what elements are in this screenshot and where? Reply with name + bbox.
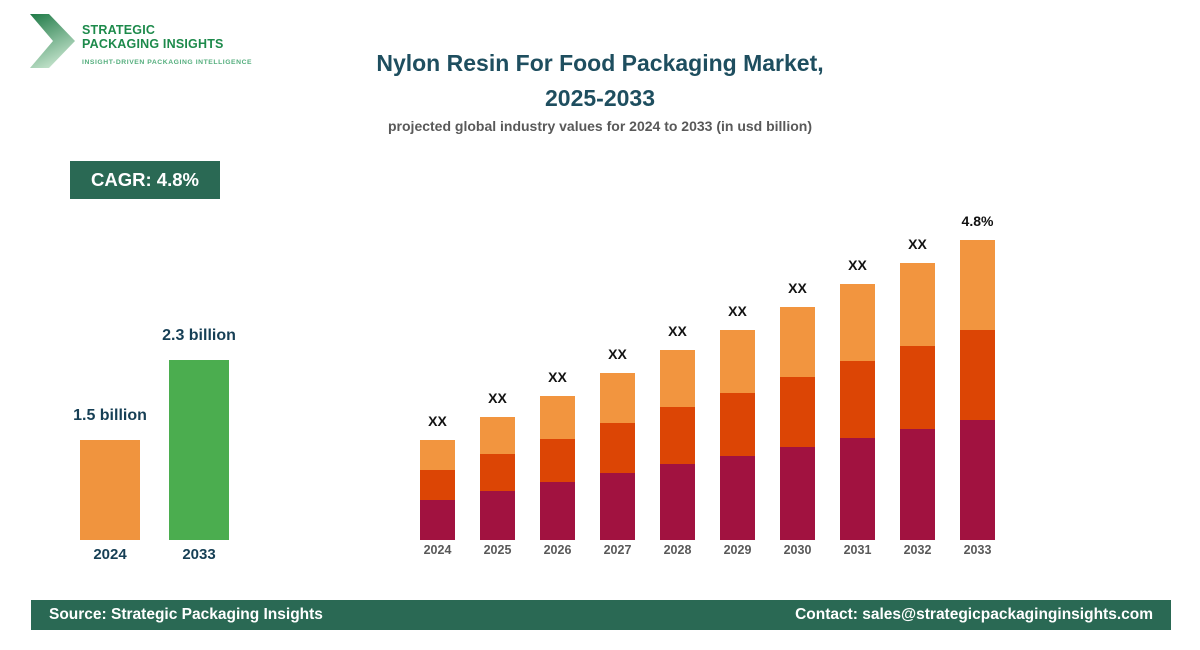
bar-year-label-2030: 2030 (783, 543, 812, 557)
bar-year-label-2024: 2024 (423, 543, 452, 557)
logo-chevron-icon (30, 14, 75, 68)
mini-bar-year-2033: 2033 (182, 546, 216, 563)
stack-bottom-segment-2024 (420, 500, 455, 540)
bar-top-label-2024: XX (428, 413, 447, 429)
stack-top-segment-2033 (960, 240, 995, 330)
stack-bottom-segment-2032 (900, 429, 935, 540)
bar-year-label-2028: 2028 (663, 543, 692, 557)
stack-middle-segment-2028 (660, 407, 695, 464)
bar-top-label-2033: 4.8% (961, 213, 994, 229)
bar-top-label-2031: XX (848, 257, 867, 273)
page-title-line1: Nylon Resin For Food Packaging Market, (376, 50, 824, 76)
stack-top-segment-2026 (540, 396, 575, 439)
footer-source-text: Source: Strategic Packaging Insights (49, 606, 323, 623)
logo-name-line2: PACKAGING INSIGHTS (82, 36, 224, 51)
cagr-badge: CAGR: 4.8% (70, 161, 220, 199)
stack-bottom-segment-2028 (660, 464, 695, 540)
mini-bar-2033 (169, 360, 229, 540)
stack-top-segment-2030 (780, 307, 815, 377)
bar-top-label-2025: XX (488, 390, 507, 406)
bar-top-label-2028: XX (668, 323, 687, 339)
stack-bottom-segment-2031 (840, 438, 875, 540)
bar-year-label-2033: 2033 (963, 543, 992, 557)
bar-top-label-2026: XX (548, 369, 567, 385)
mini-bar-year-2024: 2024 (93, 546, 127, 563)
logo-name-line1: STRATEGIC (82, 23, 156, 37)
stack-top-segment-2029 (720, 330, 755, 393)
logo-tagline: INSIGHT-DRIVEN PACKAGING INTELLIGENCE (82, 59, 253, 66)
stack-middle-segment-2030 (780, 377, 815, 447)
stack-top-segment-2032 (900, 263, 935, 346)
stack-middle-segment-2032 (900, 346, 935, 429)
stack-top-segment-2028 (660, 350, 695, 407)
mini-bar-2024 (80, 440, 140, 540)
footer-contact-text: Contact: sales@strategicpackaginginsight… (795, 606, 1153, 623)
page-subtitle: projected global industry values for 202… (388, 118, 812, 134)
stack-middle-segment-2029 (720, 393, 755, 456)
logo-text: STRATEGIC PACKAGING INSIGHTS INSIGHT-DRI… (82, 14, 252, 68)
mini-bar-value-2033: 2.3 billion (162, 327, 236, 344)
stack-middle-segment-2026 (540, 439, 575, 482)
stack-middle-segment-2024 (420, 470, 455, 500)
bar-year-label-2025: 2025 (483, 543, 512, 557)
stack-top-segment-2027 (600, 373, 635, 423)
stack-bottom-segment-2033 (960, 420, 995, 540)
stack-bottom-segment-2029 (720, 456, 755, 540)
page-title: Nylon Resin For Food Packaging Market, 2… (0, 46, 1200, 116)
stack-top-segment-2031 (840, 284, 875, 361)
stack-bottom-segment-2030 (780, 447, 815, 540)
stack-top-segment-2025 (480, 417, 515, 454)
bar-top-label-2032: XX (908, 236, 927, 252)
mini-bar-value-2024: 1.5 billion (73, 407, 147, 424)
stack-top-segment-2024 (420, 440, 455, 470)
bar-top-label-2027: XX (608, 346, 627, 362)
bar-year-label-2026: 2026 (543, 543, 572, 557)
bar-top-label-2030: XX (788, 280, 807, 296)
logo: STRATEGIC PACKAGING INSIGHTS INSIGHT-DRI… (30, 14, 252, 68)
stack-bottom-segment-2027 (600, 473, 635, 540)
bar-year-label-2032: 2032 (903, 543, 932, 557)
stack-middle-segment-2025 (480, 454, 515, 491)
stack-bottom-segment-2025 (480, 491, 515, 540)
stack-bottom-segment-2026 (540, 482, 575, 540)
bar-year-label-2029: 2029 (723, 543, 752, 557)
stack-middle-segment-2033 (960, 330, 995, 420)
bar-year-label-2031: 2031 (843, 543, 872, 557)
footer-bar: Source: Strategic Packaging Insights Con… (31, 600, 1171, 630)
bar-top-label-2029: XX (728, 303, 747, 319)
bar-year-label-2027: 2027 (603, 543, 632, 557)
page-title-line2: 2025-2033 (545, 85, 655, 111)
stack-middle-segment-2027 (600, 423, 635, 473)
stack-middle-segment-2031 (840, 361, 875, 438)
